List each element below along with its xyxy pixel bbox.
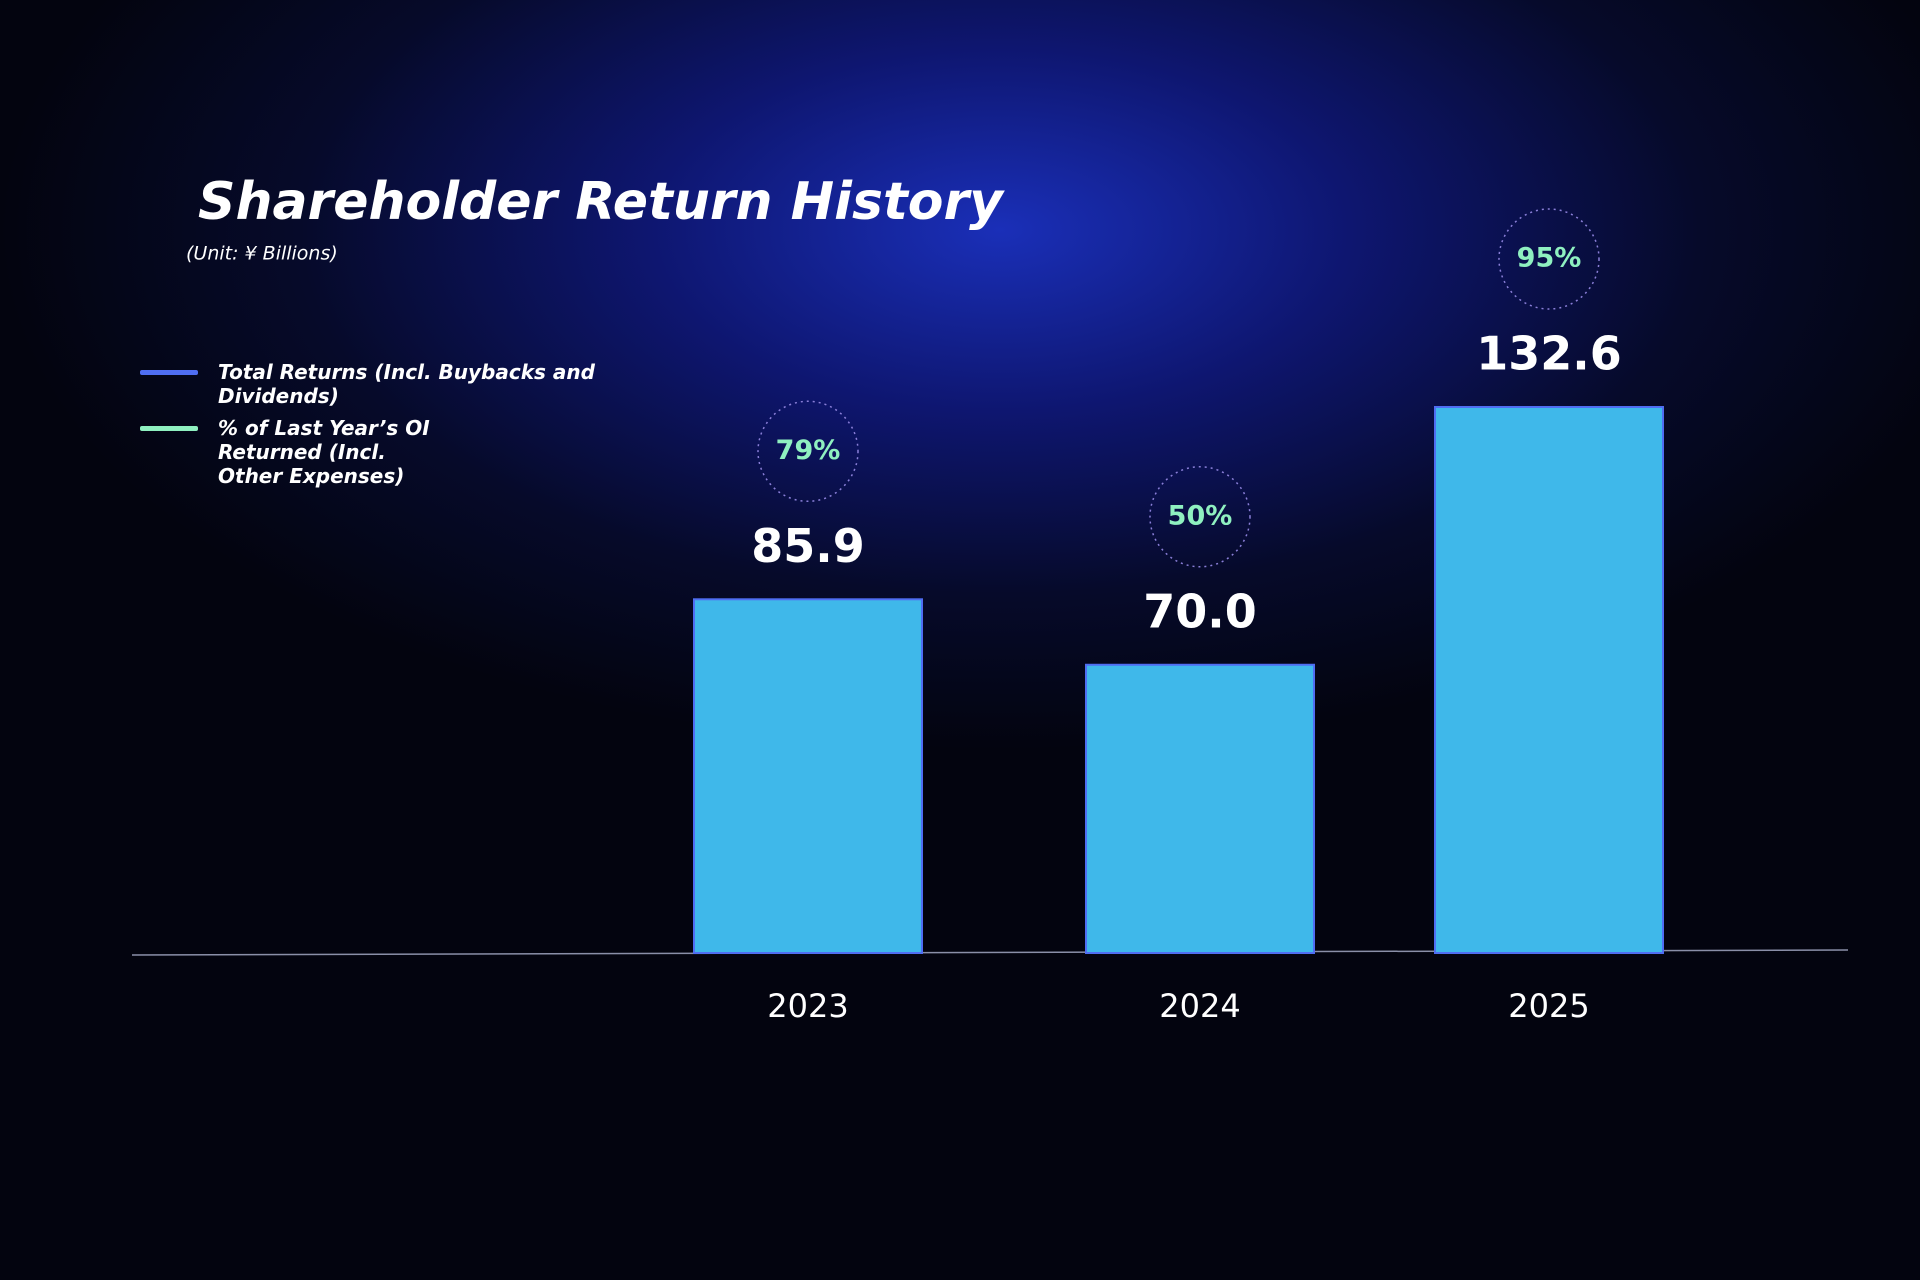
legend-label: Total Returns (Incl. Buybacks and Divide… xyxy=(218,360,595,408)
chart-title: Shareholder Return History xyxy=(198,172,1005,232)
percent-label: 95% xyxy=(1517,243,1582,274)
legend-item: Total Returns (Incl. Buybacks and Divide… xyxy=(140,360,700,408)
percent-label: 79% xyxy=(776,435,841,466)
x-tick-label: 2024 xyxy=(1159,987,1240,1025)
percent-circle xyxy=(757,400,859,503)
x-tick-label: 2025 xyxy=(1508,987,1589,1025)
legend-item: % of Last Year’s OI Returned (Incl. Othe… xyxy=(140,416,700,488)
x-tick-label: 2023 xyxy=(767,987,848,1025)
percent-circle xyxy=(1498,208,1600,310)
chart-subtitle: (Unit: ¥ Billions) xyxy=(186,243,338,265)
legend: Total Returns (Incl. Buybacks and Divide… xyxy=(140,360,700,496)
value-label: 70.0 xyxy=(1143,584,1257,638)
bar xyxy=(1085,663,1315,954)
value-label: 85.9 xyxy=(751,519,865,573)
bar xyxy=(693,598,923,954)
value-label: 132.6 xyxy=(1476,327,1622,381)
percent-label: 50% xyxy=(1168,500,1233,531)
legend-swatch xyxy=(140,426,198,431)
legend-label: % of Last Year’s OI Returned (Incl. Othe… xyxy=(218,416,430,488)
percent-circle xyxy=(1149,466,1251,568)
legend-swatch xyxy=(140,370,198,375)
bar xyxy=(1434,406,1664,954)
